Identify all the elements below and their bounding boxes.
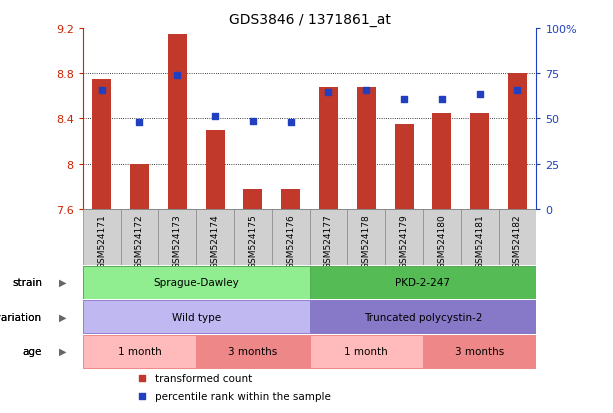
Text: genotype/variation: genotype/variation (0, 312, 42, 322)
Bar (121, 209, 158, 265)
Bar (395, 125, 414, 209)
Bar (83, 209, 121, 265)
Bar (196, 209, 234, 265)
Text: age: age (23, 347, 42, 356)
Text: ▶: ▶ (59, 278, 66, 287)
Text: 1 month: 1 month (345, 347, 388, 356)
Text: GSM524178: GSM524178 (362, 214, 371, 268)
Point (286, 119, 295, 126)
Text: strain: strain (12, 278, 42, 287)
Bar (234, 209, 272, 265)
Text: GSM524171: GSM524171 (97, 214, 106, 268)
Bar (310, 266, 536, 299)
Bar (83, 335, 196, 368)
Bar (205, 131, 224, 209)
Bar (158, 209, 196, 265)
Text: GSM524176: GSM524176 (286, 214, 295, 268)
Bar (83, 300, 310, 333)
Bar (319, 88, 338, 209)
Text: percentile rank within the sample: percentile rank within the sample (155, 392, 331, 401)
Point (134, 119, 145, 126)
Bar (243, 189, 262, 209)
Point (97, 88, 107, 94)
Bar (83, 266, 310, 299)
Text: genotype/variation: genotype/variation (0, 312, 42, 322)
Bar (470, 114, 489, 209)
Text: strain: strain (12, 278, 42, 287)
Point (137, 393, 147, 400)
Text: GSM524172: GSM524172 (135, 214, 144, 268)
Point (172, 73, 182, 80)
Text: transformed count: transformed count (155, 373, 253, 383)
Text: GSM524177: GSM524177 (324, 214, 333, 268)
Text: 3 months: 3 months (228, 347, 278, 356)
Text: 1 month: 1 month (118, 347, 161, 356)
Bar (196, 335, 310, 368)
Point (248, 118, 257, 125)
Point (437, 97, 447, 103)
Bar (357, 88, 376, 209)
Text: 3 months: 3 months (455, 347, 504, 356)
Bar (423, 335, 536, 368)
Bar (508, 74, 527, 209)
Bar (130, 164, 149, 209)
Text: GSM524173: GSM524173 (173, 214, 182, 268)
Point (475, 91, 485, 97)
Point (399, 97, 409, 103)
Bar (348, 209, 385, 265)
Bar (310, 209, 348, 265)
Bar (461, 209, 498, 265)
Bar (272, 209, 310, 265)
Point (324, 90, 333, 97)
Text: ▶: ▶ (59, 312, 66, 322)
Text: GSM524179: GSM524179 (400, 214, 409, 268)
Text: age: age (23, 347, 42, 356)
Bar (281, 189, 300, 209)
Text: Truncated polycystin-2: Truncated polycystin-2 (364, 312, 482, 322)
Text: GSM524175: GSM524175 (248, 214, 257, 268)
Text: GSM524182: GSM524182 (513, 214, 522, 268)
Title: GDS3846 / 1371861_at: GDS3846 / 1371861_at (229, 12, 390, 26)
Text: GSM524180: GSM524180 (437, 214, 446, 268)
Bar (310, 300, 536, 333)
Text: Wild type: Wild type (172, 312, 221, 322)
Point (512, 88, 522, 94)
Bar (310, 335, 423, 368)
Point (210, 114, 220, 120)
Bar (498, 209, 536, 265)
Text: GSM524174: GSM524174 (210, 214, 219, 268)
Text: Sprague-Dawley: Sprague-Dawley (153, 278, 239, 287)
Bar (423, 209, 461, 265)
Point (361, 88, 371, 94)
Text: GSM524181: GSM524181 (475, 214, 484, 268)
Bar (92, 80, 111, 209)
Text: PKD-2-247: PKD-2-247 (395, 278, 451, 287)
Bar (385, 209, 423, 265)
Bar (168, 35, 187, 209)
Bar (432, 114, 451, 209)
Text: ▶: ▶ (59, 347, 66, 356)
Point (137, 374, 147, 381)
